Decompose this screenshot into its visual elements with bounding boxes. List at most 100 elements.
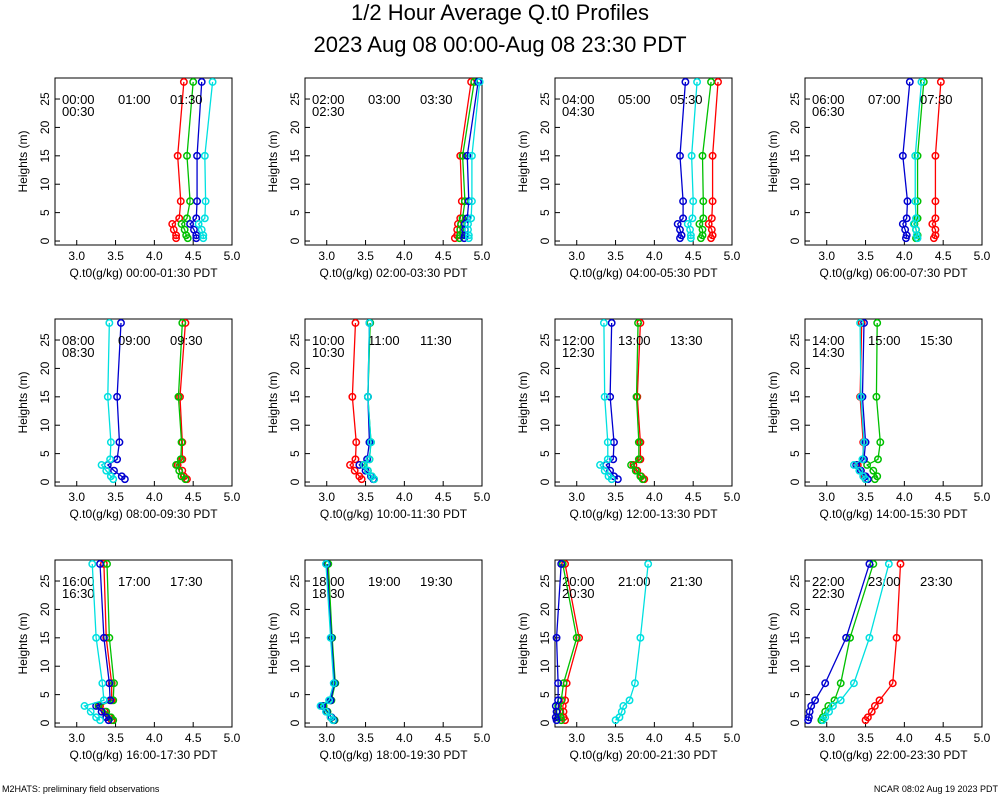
y-tick-label: 25 <box>788 574 802 588</box>
y-tick-label: 20 <box>288 602 302 616</box>
profile-point <box>874 455 882 464</box>
profile-line <box>319 563 335 721</box>
y-axis-label: Heights (m) <box>516 612 530 674</box>
y-tick-label: 25 <box>38 92 52 106</box>
profile-point <box>911 151 920 160</box>
x-tick-label: 4.0 <box>146 249 163 263</box>
legend-label: 04:00 <box>562 92 595 107</box>
profile-point <box>96 560 104 568</box>
profile-point <box>919 78 928 86</box>
profile-point <box>117 319 125 327</box>
profile-point <box>360 461 368 469</box>
profile-point <box>575 633 584 642</box>
y-tick-label: 25 <box>788 92 802 106</box>
y-axis-label: Heights (m) <box>16 371 30 433</box>
profile-point <box>197 78 206 86</box>
panel: 3.0 3.5 4.0 4.5 5.0 0 5 10 15 20 25 Q.t0(g/kg) 22:0… <box>766 559 991 762</box>
x-tick-label: 3.0 <box>568 731 585 745</box>
profile-point <box>931 214 940 223</box>
y-tick-label: 10 <box>288 177 302 191</box>
profile-point <box>186 220 195 228</box>
profile-point <box>103 392 112 401</box>
profile-point <box>911 197 920 206</box>
x-tick-label: 4.5 <box>685 731 702 745</box>
profile-point <box>463 151 472 160</box>
profile-line <box>865 322 881 480</box>
profile-point <box>351 319 360 327</box>
profile-point <box>931 197 940 206</box>
profile-point <box>475 78 484 86</box>
profile-point <box>172 234 181 243</box>
y-tick-label: 5 <box>538 450 552 457</box>
legend-label: 00:30 <box>62 104 95 119</box>
profile-point <box>821 679 830 688</box>
x-axis-label: Q.t0(g/kg) 20:00-21:30 PDT <box>569 748 718 762</box>
profile-point <box>464 231 473 240</box>
y-tick-label: 0 <box>288 719 302 726</box>
plot-frame <box>804 318 983 487</box>
y-tick-label: 0 <box>38 237 52 244</box>
plot-frame <box>804 559 983 728</box>
profile-point <box>898 151 907 160</box>
y-tick-label: 25 <box>38 574 52 588</box>
y-tick-label: 5 <box>38 691 52 698</box>
profile-point <box>329 679 338 688</box>
x-tick-label: 4.5 <box>435 249 452 263</box>
profile-point <box>572 633 581 642</box>
panel: 3.0 3.5 4.0 4.5 5.0 0 5 10 15 20 25 Q.t0(g/kg) 18:0… <box>266 559 491 762</box>
y-tick-label: 15 <box>538 149 552 163</box>
profile-point <box>913 234 922 243</box>
profile-point <box>467 197 476 206</box>
x-tick-label: 5.0 <box>724 731 741 745</box>
x-tick-label: 3.0 <box>318 249 335 263</box>
y-tick-label: 15 <box>288 149 302 163</box>
profile-point <box>173 151 182 160</box>
x-tick-label: 3.0 <box>68 731 85 745</box>
profile-point <box>836 696 845 705</box>
profile-point <box>861 716 870 725</box>
profile-point <box>464 234 473 243</box>
x-tick-label: 5.0 <box>474 731 491 745</box>
y-tick-label: 0 <box>538 478 552 485</box>
profile-point <box>676 234 684 243</box>
profile-point <box>688 214 697 223</box>
y-tick-label: 15 <box>288 631 302 645</box>
profile-point <box>625 696 634 705</box>
x-tick-label: 3.0 <box>68 249 85 263</box>
y-tick-label: 5 <box>288 209 302 216</box>
profile-point <box>552 716 561 725</box>
profile-point <box>867 707 876 716</box>
profile-point <box>177 438 186 447</box>
legend-label: 05:30 <box>670 92 703 107</box>
profile-point <box>200 214 209 223</box>
x-tick-label: 3.5 <box>357 249 374 263</box>
panel: 3.0 3.5 4.0 4.5 5.0 0 5 10 15 20 25 Q.t0(g/kg) 02:0… <box>266 77 491 280</box>
x-tick-label: 3.0 <box>568 249 585 263</box>
footer-left: M2HATS: preliminary field observations <box>2 784 160 794</box>
profile-point <box>708 151 717 160</box>
plot-frame <box>304 77 483 246</box>
profile-point <box>849 461 858 469</box>
legend-label: 22:30 <box>812 586 845 601</box>
legend-label: 23:30 <box>920 574 953 589</box>
panel: 3.0 3.5 4.0 4.5 5.0 0 5 10 15 20 25 Q.t0(g/kg) 04:0… <box>516 77 741 280</box>
y-tick-label: 15 <box>38 631 52 645</box>
y-tick-label: 10 <box>538 659 552 673</box>
y-tick-label: 20 <box>288 120 302 134</box>
profile-point <box>189 78 198 86</box>
profile-point <box>200 151 209 160</box>
profile-point <box>600 392 609 401</box>
profile-point <box>99 633 108 642</box>
x-tick-label: 5.0 <box>724 490 741 504</box>
y-tick-label: 10 <box>788 418 802 432</box>
legend-label: 14:00 <box>812 333 845 348</box>
y-tick-label: 25 <box>288 92 302 106</box>
x-tick-label: 3.0 <box>818 249 835 263</box>
legend-label: 12:00 <box>562 333 595 348</box>
y-tick-label: 0 <box>288 478 302 485</box>
profile-point <box>704 220 713 228</box>
legend-label: 21:00 <box>618 574 651 589</box>
profile-point <box>88 560 97 568</box>
y-tick-label: 10 <box>38 177 52 191</box>
legend-label: 10:00 <box>312 333 345 348</box>
